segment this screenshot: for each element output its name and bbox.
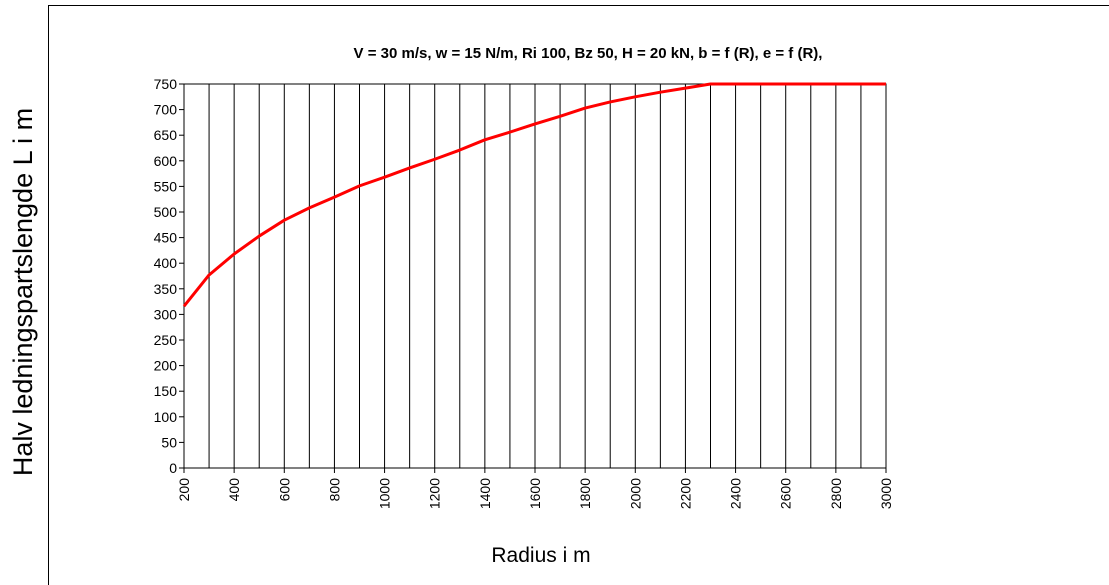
chart-title: V = 30 m/s, w = 15 N/m, Ri 100, Bz 50, H… — [354, 45, 823, 62]
x-axis-title: Radius i m — [491, 544, 590, 567]
x-tick-label: 2400 — [728, 478, 744, 509]
x-tick-label: 2800 — [828, 478, 844, 509]
y-tick-label: 600 — [154, 153, 178, 169]
x-tick-label: 400 — [226, 478, 242, 502]
y-tick-label: 500 — [154, 204, 178, 220]
y-tick-label: 300 — [154, 306, 178, 322]
y-tick-label: 150 — [154, 383, 178, 399]
x-tick-label: 1600 — [527, 478, 543, 509]
y-axis-title: Halv ledningspartslengde L i m — [8, 108, 38, 476]
x-tick-label: 1800 — [577, 478, 593, 509]
y-tick-label: 750 — [154, 76, 178, 92]
x-tick-label: 2600 — [778, 478, 794, 509]
y-tick-label: 250 — [154, 332, 178, 348]
y-tick-label: 50 — [161, 434, 177, 450]
y-tick-label: 550 — [154, 178, 178, 194]
x-tick-label: 2200 — [677, 478, 693, 509]
y-tick-label: 450 — [154, 230, 178, 246]
x-tick-label: 800 — [326, 478, 342, 502]
y-tick-label: 200 — [154, 358, 178, 374]
y-tick-label: 700 — [154, 102, 178, 118]
y-tick-label: 100 — [154, 409, 178, 425]
x-tick-label: 3000 — [878, 478, 894, 509]
chart-frame — [48, 5, 1109, 585]
y-tick-label: 400 — [154, 255, 178, 271]
x-tick-label: 200 — [176, 478, 192, 502]
x-tick-label: 2000 — [627, 478, 643, 509]
x-tick-label: 1400 — [477, 478, 493, 509]
y-tick-label: 350 — [154, 281, 178, 297]
data-line — [182, 82, 886, 308]
x-tick-label: 1000 — [377, 478, 393, 509]
y-tick-label: 0 — [169, 460, 177, 476]
y-tick-label: 650 — [154, 127, 178, 143]
x-tick-label: 1200 — [427, 478, 443, 509]
x-tick-label: 600 — [276, 478, 292, 502]
